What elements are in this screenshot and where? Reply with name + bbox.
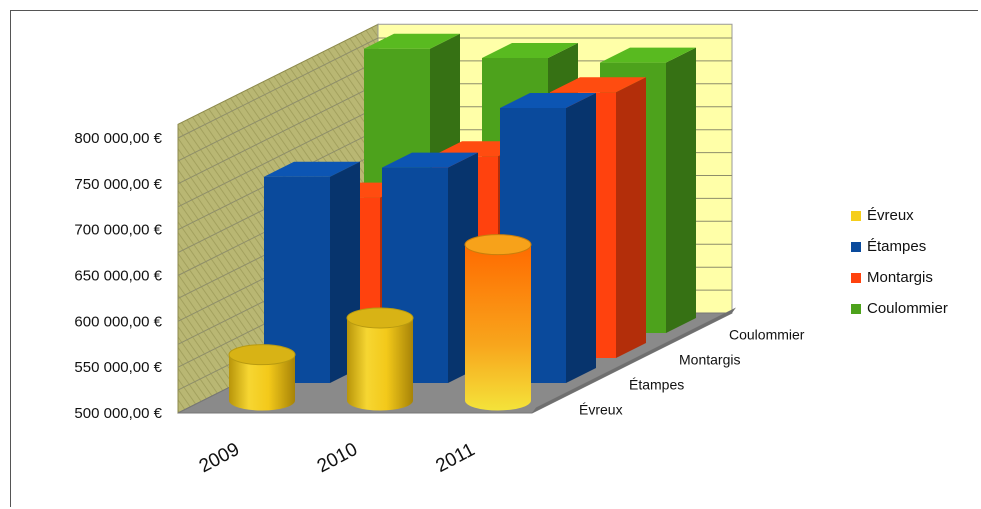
chart-frame [10,10,978,507]
bar-top [482,43,578,58]
bar-évreux-2011 [464,234,532,411]
x-tick-label: 2009 [196,439,243,477]
bar-top [264,161,360,177]
cylinder-body [229,354,295,411]
bar-top [600,47,696,63]
legend-swatch [851,242,861,252]
depth-tick-label: Montargis [679,352,740,368]
x-axis: 2009 2010 2011 [196,439,479,477]
x-tick-label: 2010 [314,439,361,477]
y-tick-label: 800 000,00 € [74,130,162,147]
legend: Évreux Étampes Montargis Coulommier [851,207,948,317]
bar-évreux-2009 [228,344,296,411]
bar-side [666,47,696,333]
y-tick-label: 750 000,00 € [74,176,162,193]
legend-label: Évreux [867,207,914,224]
legend-swatch [851,273,861,283]
y-tick-label: 600 000,00 € [74,313,162,330]
bar-top [364,33,460,49]
bar-top [500,93,596,108]
cylinder-top [228,344,296,366]
legend-label: Étampes [867,238,926,255]
bar-side [616,77,646,358]
depth-tick-label: Coulommier [729,327,805,343]
y-axis: 500 000,00 € 550 000,00 € 600 000,00 € 650 … [74,130,162,422]
bar-top [382,152,478,168]
gridline [177,37,732,139]
x-tick-label: 2011 [432,439,478,477]
depth-axis: Évreux Étampes Montargis Coulommier [579,327,805,418]
legend-label: Montargis [867,269,933,286]
legend-label: Coulommier [867,300,948,317]
y-tick-label: 700 000,00 € [74,222,162,239]
floor-edge [532,307,736,413]
y-tick-label: 650 000,00 € [74,268,162,285]
bar-front [264,176,330,383]
legend-swatch [851,304,861,314]
cylinder-body [347,318,413,411]
legend-swatch [851,211,861,221]
depth-tick-label: Évreux [579,402,623,418]
y-tick-label: 500 000,00 € [74,405,162,422]
bar-évreux-2010 [346,307,414,411]
depth-tick-label: Étampes [629,377,684,393]
cylinder-top [464,234,532,256]
cylinder-body [465,244,531,411]
bar-top [550,77,646,93]
bar-side [566,93,596,383]
chart-bars [228,33,696,411]
y-tick-label: 550 000,00 € [74,359,162,376]
cylinder-top [346,307,414,329]
